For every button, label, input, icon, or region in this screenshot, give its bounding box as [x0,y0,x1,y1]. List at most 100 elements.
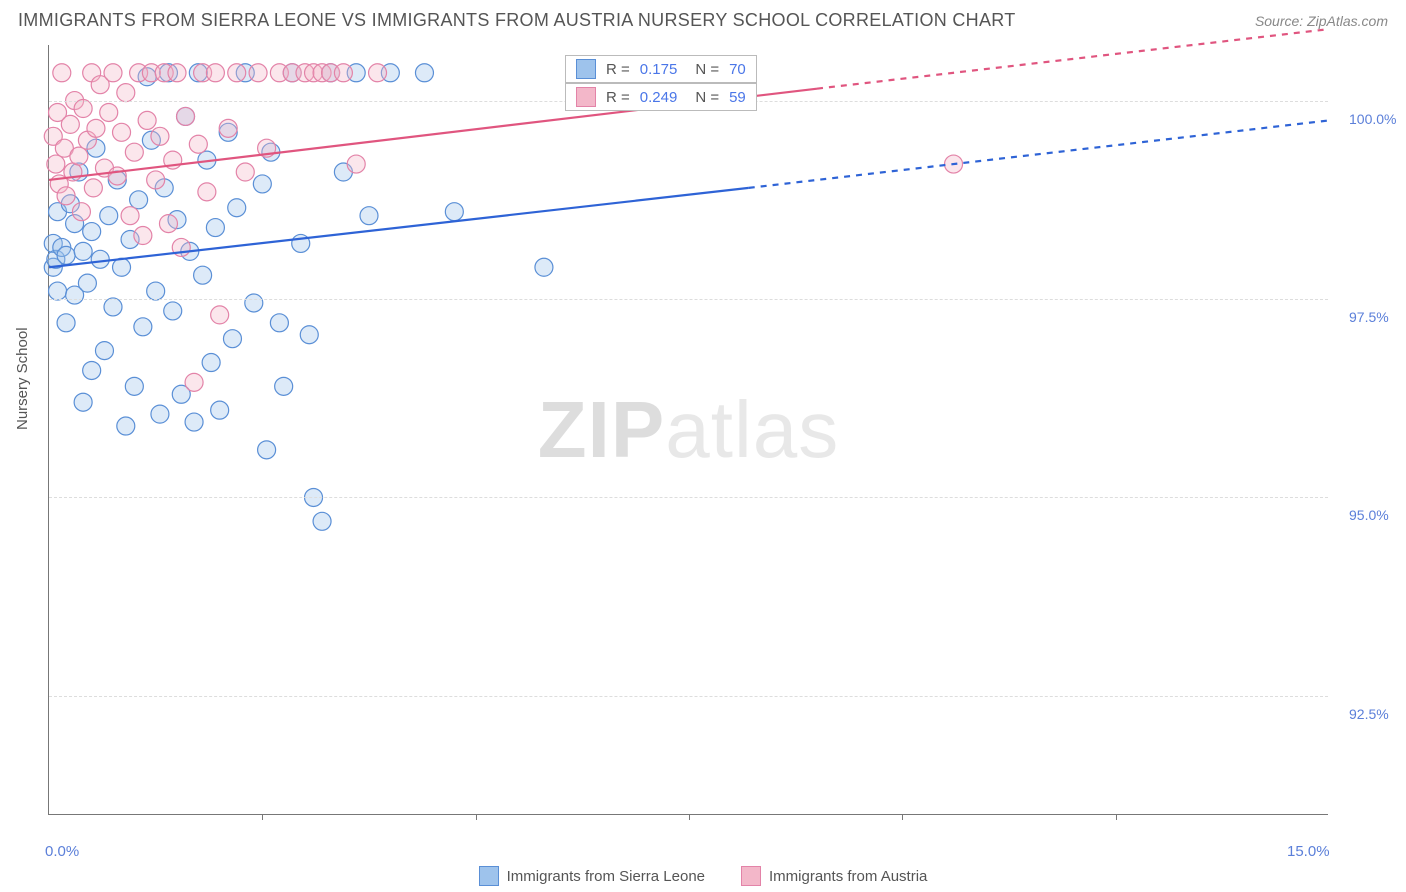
scatter-point-austria [70,147,88,165]
stats-legend-row-austria: R = 0.249 N = 59 [565,83,757,111]
scatter-point-austria [211,306,229,324]
scatter-point-sierra_leone [415,64,433,82]
scatter-point-austria [249,64,267,82]
gridline-h [49,497,1328,498]
scatter-point-sierra_leone [194,266,212,284]
scatter-point-sierra_leone [57,246,75,264]
scatter-point-austria [151,127,169,145]
title-bar: IMMIGRANTS FROM SIERRA LEONE VS IMMIGRAN… [18,10,1388,31]
scatter-point-austria [57,187,75,205]
x-minor-tick [476,814,477,820]
legend-item-austria: Immigrants from Austria [741,866,927,886]
scatter-point-sierra_leone [206,219,224,237]
gridline-h [49,696,1328,697]
x-minor-tick [1116,814,1117,820]
scatter-point-sierra_leone [83,361,101,379]
scatter-point-sierra_leone [151,405,169,423]
stats-R-label: R = [606,89,630,106]
y-tick-label: 92.5% [1349,706,1389,722]
scatter-point-sierra_leone [253,175,271,193]
scatter-point-austria [138,111,156,129]
stats-N-label: N = [695,61,719,78]
stats-R-value-austria: 0.249 [640,89,678,106]
scatter-point-sierra_leone [223,330,241,348]
trend-line-sierra_leone [49,188,749,267]
stats-R-value-sierra_leone: 0.175 [640,61,678,78]
stats-swatch-sierra_leone [576,59,596,79]
scatter-point-sierra_leone [130,191,148,209]
scatter-point-austria [113,123,131,141]
scatter-point-austria [84,179,102,197]
plot-area: ZIPatlas 92.5%95.0%97.5%100.0%0.0%15.0% [48,45,1328,815]
stats-legend-row-sierra_leone: R = 0.175 N = 70 [565,55,757,83]
scatter-point-sierra_leone [95,342,113,360]
x-minor-tick [689,814,690,820]
scatter-point-austria [185,373,203,391]
source-label: Source: ZipAtlas.com [1255,13,1388,29]
scatter-point-sierra_leone [202,354,220,372]
scatter-point-austria [369,64,387,82]
scatter-point-sierra_leone [100,207,118,225]
scatter-point-austria [159,215,177,233]
x-tick-label: 0.0% [45,843,79,860]
scatter-point-sierra_leone [74,393,92,411]
scatter-point-austria [198,183,216,201]
scatter-point-austria [228,64,246,82]
scatter-point-sierra_leone [300,326,318,344]
chart-title: IMMIGRANTS FROM SIERRA LEONE VS IMMIGRAN… [18,10,1016,31]
legend-swatch-austria [741,866,761,886]
scatter-point-austria [206,64,224,82]
scatter-point-sierra_leone [185,413,203,431]
legend-item-sierra-leone: Immigrants from Sierra Leone [479,866,705,886]
scatter-point-sierra_leone [49,282,67,300]
scatter-point-austria [125,143,143,161]
legend-swatch-sierra-leone [479,866,499,886]
scatter-point-sierra_leone [258,441,276,459]
scatter-point-sierra_leone [228,199,246,217]
scatter-point-austria [117,84,135,102]
scatter-point-sierra_leone [83,223,101,241]
scatter-point-austria [189,135,207,153]
stats-R-label: R = [606,61,630,78]
trend-line-dashed-sierra_leone [749,120,1329,187]
scatter-point-austria [347,155,365,173]
scatter-point-austria [74,100,92,118]
y-tick-label: 95.0% [1349,507,1389,523]
stats-N-value-austria: 59 [729,89,746,106]
scatter-point-sierra_leone [360,207,378,225]
scatter-point-austria [121,207,139,225]
scatter-point-austria [236,163,254,181]
scatter-point-sierra_leone [113,258,131,276]
scatter-point-austria [134,227,152,245]
scatter-point-austria [108,167,126,185]
x-minor-tick [262,814,263,820]
scatter-point-austria [334,64,352,82]
scatter-point-austria [53,64,71,82]
gridline-h [49,299,1328,300]
scatter-point-sierra_leone [125,377,143,395]
scatter-point-austria [177,107,195,125]
x-tick-label: 15.0% [1287,843,1330,860]
scatter-point-austria [72,203,90,221]
scatter-point-sierra_leone [104,298,122,316]
scatter-point-sierra_leone [275,377,293,395]
scatter-point-sierra_leone [91,250,109,268]
scatter-point-sierra_leone [74,242,92,260]
stats-swatch-austria [576,87,596,107]
scatter-point-sierra_leone [164,302,182,320]
scatter-point-austria [219,119,237,137]
stats-N-label: N = [695,89,719,106]
scatter-point-sierra_leone [535,258,553,276]
scatter-point-austria [100,103,118,121]
y-tick-label: 97.5% [1349,309,1389,325]
legend-label-sierra-leone: Immigrants from Sierra Leone [507,868,705,885]
scatter-point-austria [104,64,122,82]
scatter-point-sierra_leone [445,203,463,221]
bottom-legend: Immigrants from Sierra Leone Immigrants … [0,866,1406,886]
stats-N-value-sierra_leone: 70 [729,61,746,78]
scatter-point-austria [47,155,65,173]
y-axis-title: Nursery School [14,327,31,430]
scatter-point-austria [147,171,165,189]
scatter-point-sierra_leone [211,401,229,419]
scatter-point-sierra_leone [117,417,135,435]
